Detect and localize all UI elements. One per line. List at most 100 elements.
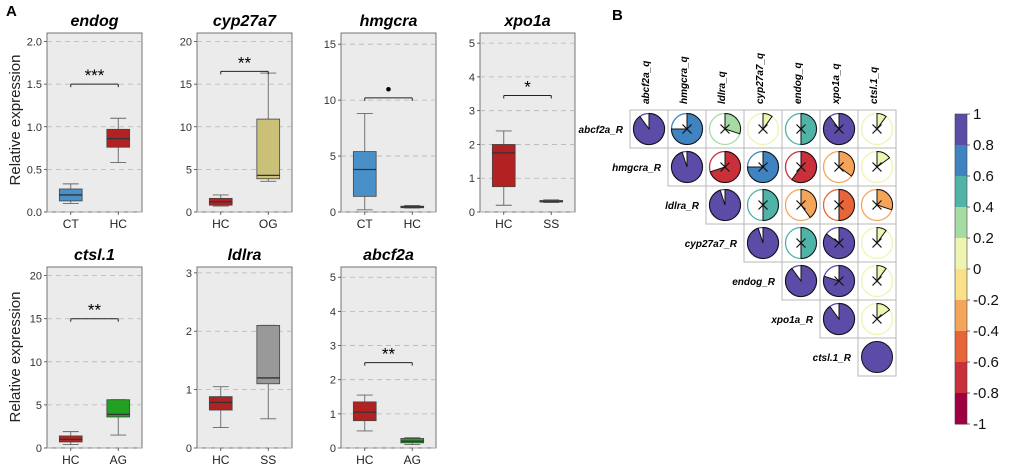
- matrix-cell: [857, 185, 897, 225]
- boxplot-abcf2a: abcf2a 0 1 2 3 4 5 HC AG **: [330, 247, 437, 467]
- x-tick-label: HC: [404, 217, 422, 231]
- colorbar-segment: [955, 269, 967, 301]
- column-label-hmgcra_q: hmgcra_q: [679, 56, 690, 104]
- box-og: [256, 72, 281, 182]
- nonsignificant-cross: [796, 238, 806, 248]
- box-hc: [400, 205, 425, 209]
- matrix-cell: [705, 185, 745, 225]
- y-tick-label: 0: [36, 443, 42, 455]
- matrix-cell: [743, 147, 783, 187]
- y-tick-label: 5: [469, 38, 475, 50]
- corr-pie-slice: [800, 112, 817, 146]
- colorbar-tick-label: 0.2: [973, 230, 994, 247]
- matrix-cell: [857, 147, 897, 187]
- matrix-cell: [857, 223, 897, 263]
- matrix-cell: [857, 109, 897, 149]
- row-label-endog_R: endog_R: [732, 277, 776, 288]
- significance-label: •: [386, 80, 392, 99]
- colorbar-segment: [955, 207, 967, 239]
- colorbar-tick-label: 0.8: [973, 137, 994, 154]
- plot-area: [340, 32, 437, 213]
- box-body: [256, 118, 281, 180]
- x-tick-label: HC: [212, 217, 230, 231]
- y-tick-label: 15: [30, 314, 42, 326]
- colorbar-segment: [955, 300, 967, 332]
- corr-pie-slice: [670, 112, 703, 145]
- corr-pie-slice: [724, 112, 741, 135]
- panel-label-b: B: [612, 7, 623, 24]
- significance-label: **: [238, 53, 252, 72]
- box-ss: [256, 324, 281, 420]
- x-tick-label: SS: [543, 217, 559, 231]
- box-ss: [539, 199, 564, 203]
- matrix-cell: [705, 109, 745, 149]
- nonsignificant-cross: [872, 276, 882, 286]
- matrix-cell: [781, 147, 821, 187]
- box-ag: [106, 399, 131, 436]
- corr-pie-slice: [838, 188, 855, 222]
- x-tick-label: HC: [356, 453, 374, 467]
- corr-pie-slice: [823, 302, 855, 335]
- colorbar-segment: [955, 393, 967, 425]
- y-tick-label: 3: [186, 268, 192, 280]
- nonsignificant-cross: [834, 238, 844, 248]
- nonsignificant-cross: [834, 162, 844, 172]
- corr-pie-slice: [791, 150, 817, 183]
- matrix-cell: [743, 185, 783, 225]
- y-tick-label: 5: [330, 272, 336, 284]
- colorbar-tick-label: 0.6: [973, 168, 994, 185]
- x-tick-label: HC: [212, 453, 230, 467]
- column-label-xpo1a_q: xpo1a_q: [831, 63, 842, 105]
- corr-pie-slice: [709, 188, 741, 221]
- matrix-cell: [819, 261, 859, 301]
- matrix-cell: [629, 109, 669, 149]
- y-tick-label: 1: [186, 385, 192, 397]
- box-hc: [491, 130, 516, 206]
- plot-title: xpo1a: [503, 13, 550, 30]
- matrix-cell: [819, 223, 859, 263]
- colorbar-segment: [955, 331, 967, 363]
- colorbar-tick-label: -1: [973, 416, 986, 433]
- boxplot-xpo1a: xpo1a 0 1 2 3 4 5 HC SS *: [469, 13, 576, 231]
- corr-pie-slice: [838, 150, 855, 177]
- y-tick-label: 3: [330, 341, 336, 353]
- colorbar: 1 0.8 0.6 0.4 0.2 0 -0.2 -0.4 -0.6 -0.8 -1: [954, 106, 999, 433]
- significance-label: **: [382, 345, 396, 364]
- y-axis-label-row-1: Relative expression: [7, 55, 24, 186]
- corr-pie-slice: [800, 226, 817, 260]
- row-label-xpo1a_R: xpo1a_R: [770, 315, 813, 326]
- matrix-cell: [743, 223, 783, 263]
- column-label-abcf2a_q: abcf2a_q: [641, 61, 652, 104]
- y-tick-label: 0: [186, 207, 192, 219]
- matrix-cell: [819, 185, 859, 225]
- column-label-endog_q: endog_q: [793, 62, 804, 104]
- plot-title: cyp27a7: [213, 13, 277, 30]
- corr-pie-slice: [747, 226, 779, 259]
- box-hc: [208, 386, 233, 429]
- significance-label: **: [88, 301, 102, 320]
- corr-pie-slice: [762, 112, 773, 131]
- colorbar-tick-label: 0: [973, 261, 981, 278]
- nonsignificant-cross: [834, 200, 844, 210]
- y-tick-label: 0: [186, 443, 192, 455]
- matrix-cell: [857, 299, 897, 339]
- y-tick-label: 0: [330, 443, 336, 455]
- corr-pie-slice: [876, 112, 887, 131]
- nonsignificant-cross: [758, 162, 768, 172]
- corr-pie-slice: [671, 150, 703, 183]
- colorbar-tick-label: -0.2: [973, 292, 999, 309]
- matrix-cell: [705, 147, 745, 187]
- x-tick-label: SS: [260, 453, 276, 467]
- corr-pie-slice: [876, 264, 887, 283]
- x-tick-label: HC: [110, 217, 128, 231]
- colorbar-segment: [955, 145, 967, 177]
- box-body: [352, 401, 377, 422]
- y-tick-label: 1.5: [27, 79, 42, 91]
- corr-pie-slice: [800, 188, 817, 219]
- nonsignificant-cross: [872, 238, 882, 248]
- y-tick-label: 20: [30, 271, 42, 283]
- plot-title: abcf2a: [363, 247, 414, 264]
- colorbar-segment: [955, 114, 967, 146]
- significance-label: ***: [85, 66, 105, 85]
